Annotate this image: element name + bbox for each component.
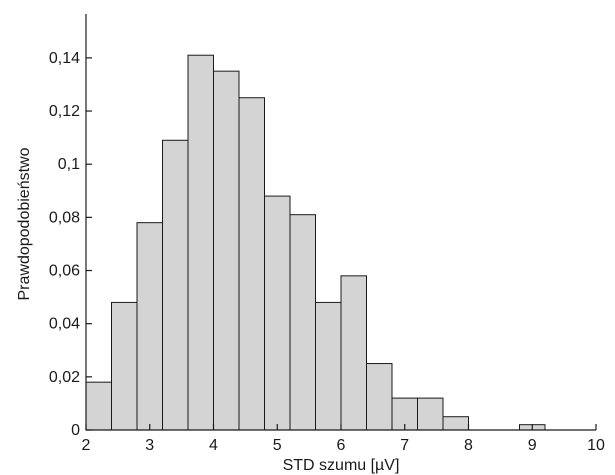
histogram-bar bbox=[264, 195, 291, 431]
histogram-bar bbox=[289, 214, 316, 431]
histogram-bar bbox=[340, 275, 367, 431]
histogram-bar bbox=[315, 301, 342, 431]
histogram-bar bbox=[366, 363, 393, 431]
x-tick-label: 8 bbox=[464, 437, 473, 454]
x-tick-label: 9 bbox=[528, 437, 537, 454]
histogram-bar bbox=[238, 97, 265, 431]
x-tick-label: 2 bbox=[82, 437, 91, 454]
ticks-group: 2 3 4 5 6 7 8 9 10 0 0,02 0,04 0,06 0,08 0,1 0,12 0,14 bbox=[49, 50, 605, 454]
x-tick-label: 4 bbox=[209, 437, 218, 454]
y-tick-label: 0 bbox=[71, 422, 80, 439]
histogram-bar bbox=[162, 139, 189, 431]
bars-group bbox=[85, 54, 546, 431]
y-tick-label: 0,14 bbox=[49, 50, 80, 67]
y-tick-label: 0,02 bbox=[49, 369, 80, 386]
y-axis-title: Prawdopodobieństwo bbox=[16, 147, 33, 300]
y-tick-label: 0,06 bbox=[49, 263, 80, 280]
y-tick-label: 0,12 bbox=[49, 103, 80, 120]
x-tick-label: 5 bbox=[273, 437, 282, 454]
x-tick-label: 6 bbox=[337, 437, 346, 454]
histogram-bar bbox=[417, 397, 444, 431]
histogram-bar bbox=[187, 54, 214, 431]
y-tick-label: 0,1 bbox=[58, 156, 80, 173]
x-tick-label: 7 bbox=[400, 437, 409, 454]
histogram-bar bbox=[111, 301, 138, 431]
y-tick-label: 0,08 bbox=[49, 209, 80, 226]
histogram-bar bbox=[442, 416, 469, 431]
x-tick-label: 3 bbox=[145, 437, 154, 454]
x-axis-title: STD szumu [µV] bbox=[283, 457, 400, 474]
y-tick-label: 0,04 bbox=[49, 316, 80, 333]
histogram-bar bbox=[85, 381, 112, 431]
x-tick-label: 10 bbox=[587, 437, 605, 454]
histogram-bar bbox=[213, 70, 240, 431]
histogram-bar bbox=[136, 222, 163, 431]
